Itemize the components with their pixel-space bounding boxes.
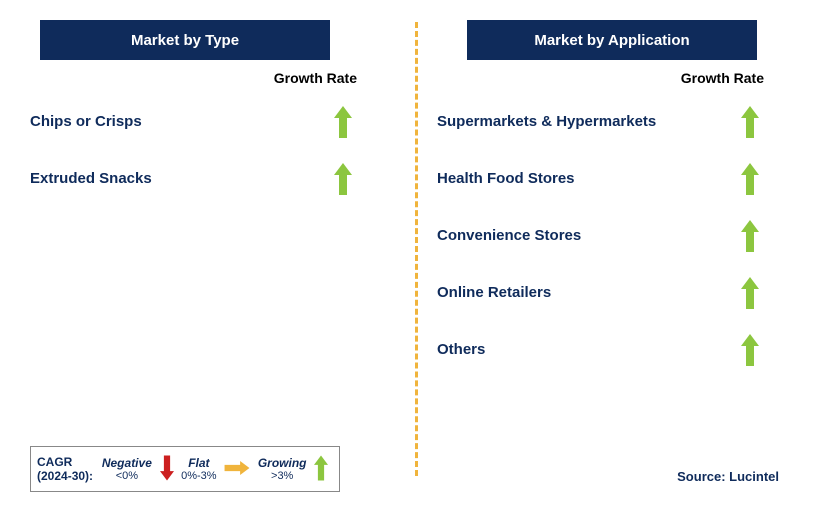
data-row: Others	[437, 334, 799, 366]
row-label: Others	[437, 340, 485, 360]
right-header: Market by Application	[467, 20, 757, 60]
legend-box: CAGR (2024-30): Negative<0% Flat0%-3% Gr…	[30, 446, 340, 492]
arrow-right-icon	[224, 461, 250, 478]
data-row: Chips or Crisps	[30, 106, 392, 138]
legend-cagr-line2: (2024-30):	[37, 469, 93, 483]
legend-cagr-line1: CAGR	[37, 455, 72, 469]
legend-word: Growing	[258, 456, 307, 470]
right-rows: Supermarkets & Hypermarkets Health Food …	[437, 106, 799, 366]
left-header: Market by Type	[40, 20, 330, 60]
growth-arrow-up-icon	[741, 277, 759, 309]
row-label: Supermarkets & Hypermarkets	[437, 112, 656, 132]
left-rows: Chips or Crisps Extruded Snacks	[30, 106, 392, 195]
right-growth-label: Growth Rate	[437, 70, 799, 86]
growth-arrow-up-icon	[741, 106, 759, 138]
arrow-down-icon	[160, 455, 174, 484]
data-row: Supermarkets & Hypermarkets	[437, 106, 799, 138]
legend-range: >3%	[271, 470, 293, 482]
data-row: Online Retailers	[437, 277, 799, 309]
legend-range: <0%	[116, 470, 138, 482]
row-label: Convenience Stores	[437, 226, 581, 246]
data-row: Health Food Stores	[437, 163, 799, 195]
row-label: Extruded Snacks	[30, 169, 152, 189]
legend-word: Negative	[102, 456, 152, 470]
right-panel: Market by Application Growth Rate Superm…	[412, 20, 799, 506]
legend-items: Negative<0% Flat0%-3% Growing>3%	[99, 455, 333, 484]
growth-arrow-up-icon	[741, 220, 759, 252]
data-row: Extruded Snacks	[30, 163, 392, 195]
legend-item: Growing>3%	[258, 456, 307, 482]
row-label: Chips or Crisps	[30, 112, 142, 132]
legend-word: Flat	[188, 456, 209, 470]
growth-arrow-up-icon	[334, 106, 352, 138]
growth-arrow-up-icon	[741, 334, 759, 366]
growth-arrow-up-icon	[741, 163, 759, 195]
legend-item: Negative<0%	[102, 456, 152, 482]
left-panel: Market by Type Growth Rate Chips or Cris…	[30, 20, 412, 506]
growth-arrow-up-icon	[334, 163, 352, 195]
row-label: Health Food Stores	[437, 169, 575, 189]
left-growth-label: Growth Rate	[30, 70, 392, 86]
legend-cagr: CAGR (2024-30):	[37, 455, 93, 484]
legend-range: 0%-3%	[181, 470, 216, 482]
source-label: Source: Lucintel	[677, 469, 779, 484]
arrow-up-icon	[314, 455, 328, 484]
row-label: Online Retailers	[437, 283, 551, 303]
data-row: Convenience Stores	[437, 220, 799, 252]
legend-item: Flat0%-3%	[181, 456, 216, 482]
